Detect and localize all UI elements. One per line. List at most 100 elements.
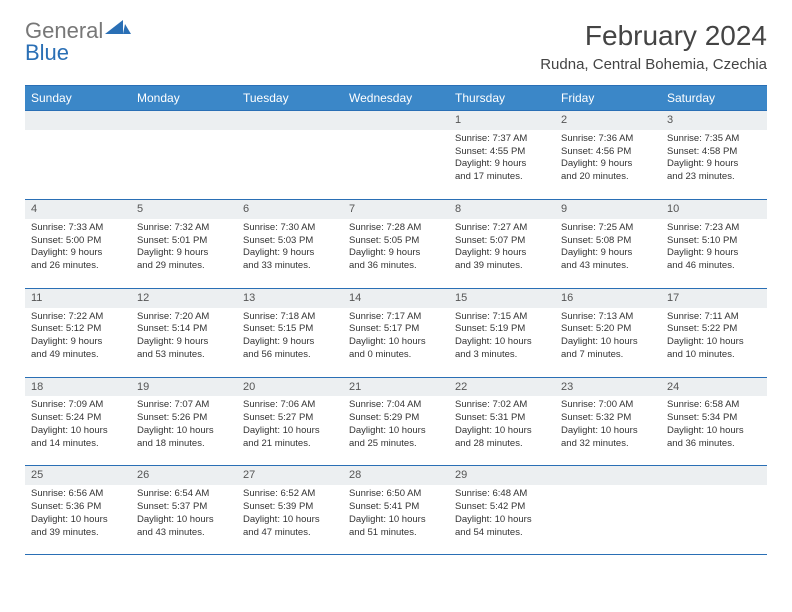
week-daynum-row: 2526272829 (25, 466, 767, 485)
day-number-cell: 22 (449, 377, 555, 396)
day-number-cell: 7 (343, 199, 449, 218)
sunset-line: Sunset: 5:42 PM (455, 501, 549, 514)
daylight-line1: Daylight: 9 hours (243, 336, 337, 349)
sunset-line: Sunset: 5:17 PM (349, 323, 443, 336)
daylight-line1: Daylight: 10 hours (31, 514, 125, 527)
daylight-line2: and 36 minutes. (349, 260, 443, 273)
day-number-cell: 12 (131, 288, 237, 307)
day-content-cell: Sunrise: 7:09 AMSunset: 5:24 PMDaylight:… (25, 396, 131, 466)
col-monday: Monday (131, 86, 237, 111)
daylight-line1: Daylight: 9 hours (349, 247, 443, 260)
day-content-cell: Sunrise: 7:22 AMSunset: 5:12 PMDaylight:… (25, 308, 131, 378)
daylight-line1: Daylight: 10 hours (137, 514, 231, 527)
day-content-cell (343, 130, 449, 200)
day-content-cell: Sunrise: 6:50 AMSunset: 5:41 PMDaylight:… (343, 485, 449, 555)
sunset-line: Sunset: 5:05 PM (349, 235, 443, 248)
sunrise-line: Sunrise: 7:32 AM (137, 222, 231, 235)
sunrise-line: Sunrise: 7:11 AM (667, 311, 761, 324)
day-content-cell: Sunrise: 7:30 AMSunset: 5:03 PMDaylight:… (237, 219, 343, 289)
day-number-cell: 16 (555, 288, 661, 307)
day-number-cell: 15 (449, 288, 555, 307)
day-content-cell: Sunrise: 7:25 AMSunset: 5:08 PMDaylight:… (555, 219, 661, 289)
day-content-cell: Sunrise: 7:37 AMSunset: 4:55 PMDaylight:… (449, 130, 555, 200)
day-content-cell (661, 485, 767, 555)
week-daynum-row: 11121314151617 (25, 288, 767, 307)
day-number-cell: 25 (25, 466, 131, 485)
sunset-line: Sunset: 5:24 PM (31, 412, 125, 425)
col-sunday: Sunday (25, 86, 131, 111)
day-content-cell: Sunrise: 7:04 AMSunset: 5:29 PMDaylight:… (343, 396, 449, 466)
day-number-cell: 13 (237, 288, 343, 307)
day-content-cell (237, 130, 343, 200)
sunrise-line: Sunrise: 6:58 AM (667, 399, 761, 412)
daylight-line2: and 23 minutes. (667, 171, 761, 184)
daylight-line1: Daylight: 9 hours (243, 247, 337, 260)
week-content-row: Sunrise: 7:37 AMSunset: 4:55 PMDaylight:… (25, 130, 767, 200)
sunrise-line: Sunrise: 7:02 AM (455, 399, 549, 412)
day-content-cell: Sunrise: 7:36 AMSunset: 4:56 PMDaylight:… (555, 130, 661, 200)
sunrise-line: Sunrise: 7:36 AM (561, 133, 655, 146)
day-number-cell: 5 (131, 199, 237, 218)
day-content-cell: Sunrise: 7:33 AMSunset: 5:00 PMDaylight:… (25, 219, 131, 289)
daylight-line1: Daylight: 10 hours (349, 514, 443, 527)
sunrise-line: Sunrise: 7:15 AM (455, 311, 549, 324)
sunset-line: Sunset: 5:27 PM (243, 412, 337, 425)
header-row: Sunday Monday Tuesday Wednesday Thursday… (25, 86, 767, 111)
sunset-line: Sunset: 5:31 PM (455, 412, 549, 425)
sunset-line: Sunset: 5:34 PM (667, 412, 761, 425)
calendar-table: Sunday Monday Tuesday Wednesday Thursday… (25, 85, 767, 555)
daylight-line1: Daylight: 9 hours (31, 247, 125, 260)
day-number-cell: 24 (661, 377, 767, 396)
daylight-line2: and 54 minutes. (455, 527, 549, 540)
sunrise-line: Sunrise: 7:13 AM (561, 311, 655, 324)
sunset-line: Sunset: 5:37 PM (137, 501, 231, 514)
day-number-cell: 6 (237, 199, 343, 218)
sunset-line: Sunset: 5:20 PM (561, 323, 655, 336)
sunrise-line: Sunrise: 7:00 AM (561, 399, 655, 412)
week-daynum-row: 18192021222324 (25, 377, 767, 396)
day-content-cell: Sunrise: 7:00 AMSunset: 5:32 PMDaylight:… (555, 396, 661, 466)
week-daynum-row: 45678910 (25, 199, 767, 218)
day-content-cell: Sunrise: 7:07 AMSunset: 5:26 PMDaylight:… (131, 396, 237, 466)
day-content-cell: Sunrise: 6:52 AMSunset: 5:39 PMDaylight:… (237, 485, 343, 555)
sunset-line: Sunset: 5:26 PM (137, 412, 231, 425)
daylight-line2: and 20 minutes. (561, 171, 655, 184)
day-number-cell (237, 111, 343, 130)
sunrise-line: Sunrise: 7:35 AM (667, 133, 761, 146)
day-number-cell: 26 (131, 466, 237, 485)
day-content-cell: Sunrise: 7:32 AMSunset: 5:01 PMDaylight:… (131, 219, 237, 289)
day-number-cell: 4 (25, 199, 131, 218)
day-content-cell (131, 130, 237, 200)
daylight-line1: Daylight: 10 hours (667, 425, 761, 438)
logo-blue: Blue (25, 40, 69, 65)
day-number-cell (343, 111, 449, 130)
day-content-cell: Sunrise: 7:13 AMSunset: 5:20 PMDaylight:… (555, 308, 661, 378)
sunset-line: Sunset: 5:01 PM (137, 235, 231, 248)
daylight-line2: and 0 minutes. (349, 349, 443, 362)
daylight-line2: and 43 minutes. (137, 527, 231, 540)
day-number-cell: 20 (237, 377, 343, 396)
daylight-line2: and 28 minutes. (455, 438, 549, 451)
sunrise-line: Sunrise: 7:17 AM (349, 311, 443, 324)
day-number-cell: 29 (449, 466, 555, 485)
week-content-row: Sunrise: 7:09 AMSunset: 5:24 PMDaylight:… (25, 396, 767, 466)
day-content-cell: Sunrise: 7:02 AMSunset: 5:31 PMDaylight:… (449, 396, 555, 466)
day-content-cell: Sunrise: 7:35 AMSunset: 4:58 PMDaylight:… (661, 130, 767, 200)
sunset-line: Sunset: 5:32 PM (561, 412, 655, 425)
week-content-row: Sunrise: 7:22 AMSunset: 5:12 PMDaylight:… (25, 308, 767, 378)
sunset-line: Sunset: 5:08 PM (561, 235, 655, 248)
daylight-line1: Daylight: 9 hours (667, 158, 761, 171)
sunset-line: Sunset: 5:22 PM (667, 323, 761, 336)
daylight-line1: Daylight: 10 hours (137, 425, 231, 438)
col-wednesday: Wednesday (343, 86, 449, 111)
daylight-line2: and 7 minutes. (561, 349, 655, 362)
sunrise-line: Sunrise: 7:27 AM (455, 222, 549, 235)
sunrise-line: Sunrise: 7:20 AM (137, 311, 231, 324)
daylight-line2: and 14 minutes. (31, 438, 125, 451)
day-number-cell (555, 466, 661, 485)
daylight-line1: Daylight: 9 hours (455, 247, 549, 260)
sunrise-line: Sunrise: 7:23 AM (667, 222, 761, 235)
daylight-line1: Daylight: 10 hours (561, 336, 655, 349)
sunset-line: Sunset: 5:19 PM (455, 323, 549, 336)
daylight-line1: Daylight: 10 hours (455, 425, 549, 438)
